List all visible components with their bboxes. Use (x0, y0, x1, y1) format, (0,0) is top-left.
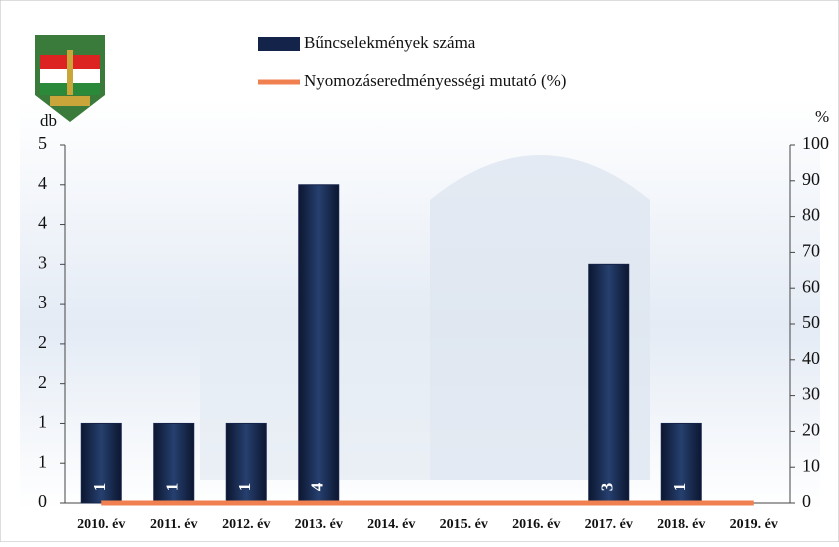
x-tick-label: 2013. év (295, 517, 343, 532)
y2-tick-label: 10 (802, 455, 820, 475)
y2-tick-label: 50 (802, 312, 820, 332)
y2-tick-label: 80 (802, 205, 820, 225)
logo (35, 35, 105, 122)
y2-tick-label: 40 (802, 348, 820, 368)
x-tick-label: 2018. év (657, 517, 705, 532)
legend-label: Bűncselekmények száma (304, 33, 476, 52)
data-label: 3 (598, 483, 617, 492)
y-tick-label: 1 (38, 451, 47, 471)
y2-tick-label: 100 (802, 133, 829, 153)
data-label: 1 (235, 483, 254, 492)
data-label: 4 (308, 482, 327, 491)
x-tick-label: 2011. év (150, 517, 197, 532)
y2-tick-label: 70 (802, 241, 820, 261)
y-tick-label: 4 (38, 213, 47, 233)
bar (588, 263, 630, 504)
y-tick-label: 3 (38, 292, 47, 312)
y-tick-label: 2 (38, 372, 47, 392)
y-tick-label: 3 (38, 252, 47, 272)
y-tick-label: 0 (38, 491, 47, 511)
bar (153, 422, 195, 504)
y2-tick-label: 30 (802, 384, 820, 404)
y2-tick-label: 90 (802, 169, 820, 189)
x-tick-label: 2015. év (440, 517, 488, 532)
bar (225, 422, 267, 504)
x-tick-label: 2014. év (367, 517, 415, 532)
legend-swatch (258, 37, 300, 51)
legend-label: Nyomozáseredményességi mutató (%) (304, 71, 566, 90)
y-tick-label: 2 (38, 332, 47, 352)
data-label: 1 (90, 483, 109, 492)
x-tick-label: 2019. év (730, 517, 778, 532)
y-tick-label: 1 (38, 412, 47, 432)
x-tick-label: 2010. év (77, 517, 125, 532)
data-label: 1 (163, 483, 182, 492)
y2-tick-label: 20 (802, 420, 820, 440)
x-tick-label: 2012. év (222, 517, 270, 532)
y2-axis-label: % (815, 107, 829, 126)
y2-tick-label: 0 (802, 491, 811, 511)
bar (660, 422, 702, 504)
x-tick-label: 2017. év (585, 517, 633, 532)
x-tick-label: 2016. év (512, 517, 560, 532)
y2-tick-label: 60 (802, 276, 820, 296)
y-axis-label: db (40, 111, 57, 130)
y-tick-label: 5 (38, 133, 47, 153)
data-label: 1 (670, 483, 689, 492)
bar (298, 184, 340, 504)
y-tick-label: 4 (38, 173, 47, 193)
bar (80, 422, 122, 504)
